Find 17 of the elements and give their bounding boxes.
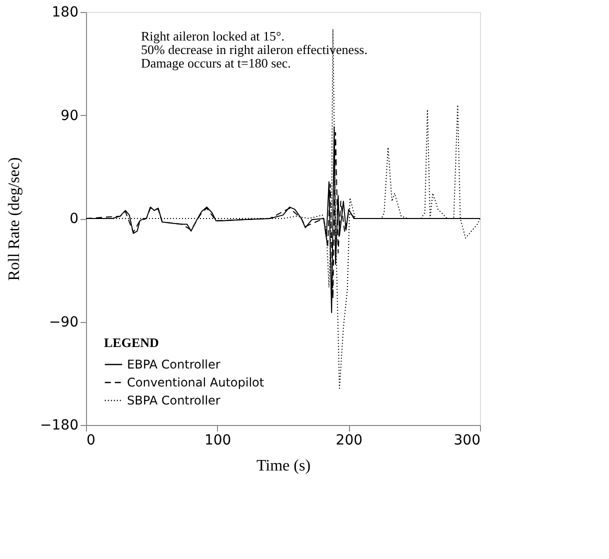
x-tick-label: 100 [204,432,232,448]
x-tick-label: 200 [336,432,363,448]
y-tick-label: −180 [40,418,78,434]
legend-label: EBPA Controller [127,358,220,372]
y-tick-label: −90 [48,314,78,330]
x-tick-label: 300 [454,432,480,448]
y-axis-title: Roll Rate (deg/sec) [6,157,24,281]
y-tick-label: 0 [70,211,78,227]
y-tick-label: 180 [52,4,78,20]
legend-label: Conventional Autopilot [127,376,264,390]
legend-label: SBPA Controller [127,394,220,408]
annotation: 50% decrease in right aileron effectiveness. [141,42,368,57]
x-axis-title: Time (s) [256,458,311,474]
annotation: Right aileron locked at 15°. [141,28,284,44]
legend-title: LEGEND [104,335,159,350]
x-tick-label: 0 [86,432,96,448]
y-tick-label: 90 [60,108,78,124]
